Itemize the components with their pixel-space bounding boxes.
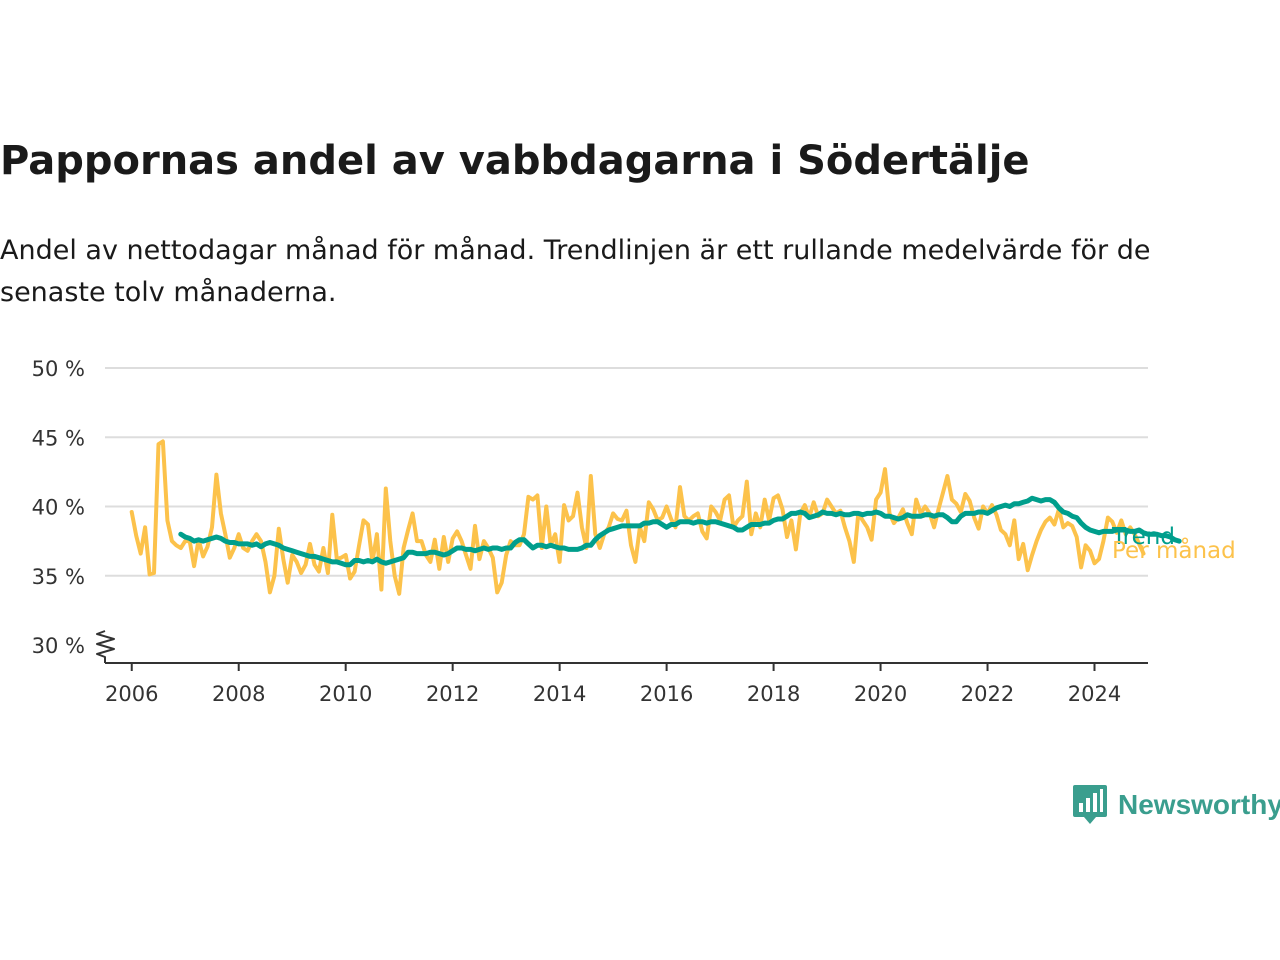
x-tick-label: 2020 xyxy=(854,682,907,706)
x-tick-label: 2012 xyxy=(426,682,479,706)
x-tick-label: 2024 xyxy=(1068,682,1121,706)
x-tick-label: 2006 xyxy=(105,682,158,706)
series-trend-line xyxy=(178,495,1182,568)
grid-lines xyxy=(105,367,1148,577)
series-monthly-line xyxy=(129,439,1146,596)
chart-title: Pappornas andel av vabbdagarna i Södertä… xyxy=(0,138,1030,184)
x-axis: 2006 2008 2010 2012 2014 2016 2018 2020 2022 2024 xyxy=(105,662,1148,706)
x-tick-label: 2022 xyxy=(961,682,1014,706)
x-tick-label: 2016 xyxy=(640,682,693,706)
y-tick-label: 30 % xyxy=(32,634,85,658)
brand-name: Newsworthy xyxy=(1118,789,1280,820)
series-layer xyxy=(129,439,1182,596)
x-tick-label: 2008 xyxy=(212,682,265,706)
x-tick-label: 2018 xyxy=(747,682,800,706)
y-tick-label: 40 % xyxy=(32,496,85,520)
chart-subtitle: Andel av nettodagar månad för månad. Tre… xyxy=(0,235,1151,308)
legend-label-monthly: Per månad xyxy=(1112,536,1236,564)
x-tick-label: 2010 xyxy=(319,682,372,706)
x-tick-label: 2014 xyxy=(533,682,586,706)
axis-break-icon xyxy=(96,630,115,663)
y-tick-label: 50 % xyxy=(32,357,85,381)
y-axis: 30 % 35 % 40 % 45 % 50 % xyxy=(32,357,115,663)
newsworthy-brand[interactable]: Newsworthy xyxy=(1072,784,1280,826)
legend-label-trend: Trend xyxy=(1111,524,1175,550)
y-tick-label: 35 % xyxy=(32,565,85,589)
y-tick-label: 45 % xyxy=(32,426,85,450)
newsworthy-logo-icon xyxy=(1073,785,1107,824)
